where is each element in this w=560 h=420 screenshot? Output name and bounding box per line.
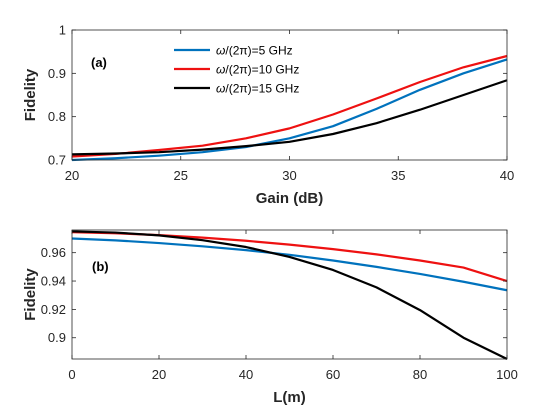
legend-entry-1: ω/(2π)=5 GHz bbox=[216, 44, 293, 58]
series-line-3 bbox=[71, 230, 508, 360]
plot-area bbox=[72, 230, 507, 359]
x-tick-label: 35 bbox=[391, 168, 405, 183]
panel-label: (a) bbox=[91, 55, 107, 70]
series-line-1 bbox=[71, 58, 508, 162]
x-tick-label: 0 bbox=[68, 367, 75, 382]
series-line-1 bbox=[71, 237, 508, 292]
y-tick-label: 0.8 bbox=[48, 109, 66, 124]
y-axis-label: Fidelity bbox=[22, 68, 39, 121]
x-axis-label: Gain (dB) bbox=[256, 190, 324, 207]
x-tick-label: 100 bbox=[496, 367, 518, 382]
y-tick-label: 0.94 bbox=[41, 274, 66, 289]
x-tick-label: 60 bbox=[326, 367, 340, 382]
y-axis-label: Fidelity bbox=[22, 268, 39, 321]
x-tick-label: 20 bbox=[65, 168, 79, 183]
panel-a: 20 25 30 35 40 0.7 0.8 0.9 1 Gain (dB) Fidelity (a)… bbox=[22, 23, 514, 208]
panel-label: (b) bbox=[92, 259, 109, 274]
x-axis-label: L(m) bbox=[273, 389, 306, 406]
y-tick-label: 0.9 bbox=[48, 330, 66, 345]
legend: ω/(2π)=5 GHz ω/(2π)=10 GHz ω/(2π)=15 GHz bbox=[174, 44, 299, 96]
y-tick-label: 0.7 bbox=[48, 153, 66, 168]
y-tick-label: 1 bbox=[59, 23, 66, 38]
x-tick-label: 40 bbox=[239, 367, 253, 382]
axes-box bbox=[71, 229, 508, 360]
x-tick-label: 30 bbox=[282, 168, 296, 183]
series-line-3 bbox=[71, 79, 508, 156]
x-tick-label: 25 bbox=[174, 168, 188, 183]
y-tick-label: 0.92 bbox=[41, 302, 66, 317]
x-tick-label: 20 bbox=[152, 367, 166, 382]
y-tick-label: 0.9 bbox=[48, 66, 66, 81]
legend-entry-2: ω/(2π)=10 GHz bbox=[216, 63, 299, 77]
legend-entry-3: ω/(2π)=15 GHz bbox=[216, 82, 299, 96]
x-tick-label: 40 bbox=[500, 168, 514, 183]
panel-b: 0 20 40 60 80 100 0.9 0.92 0.94 0.96 L(m) Fidelity (… bbox=[22, 229, 518, 406]
series-line-2 bbox=[71, 54, 508, 158]
y-tick-label: 0.96 bbox=[41, 245, 66, 260]
x-tick-label: 80 bbox=[413, 367, 427, 382]
